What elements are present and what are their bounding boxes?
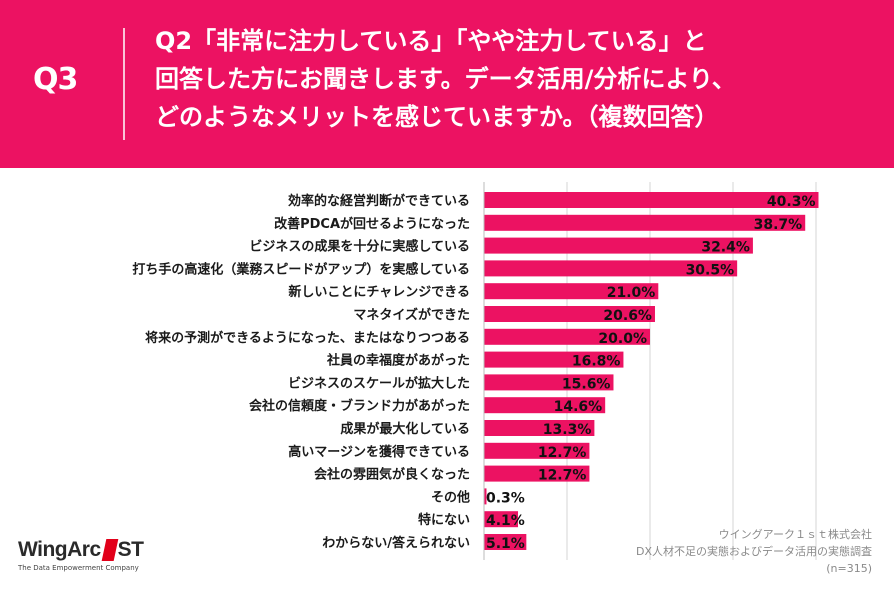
value-label: 30.5% (686, 262, 735, 278)
question-line: 回答した方にお聞きします。データ活用/分析により、 (155, 65, 736, 93)
bar (484, 283, 659, 300)
category-label: 特にない (418, 512, 470, 528)
value-label: 20.6% (603, 308, 652, 324)
value-label: 0.3% (486, 490, 525, 506)
bar (484, 306, 655, 322)
category-label: 会社の信頼度・ブランド力があがった (249, 398, 470, 414)
chart-panel: 効率的な経営判断ができている 40.3% 改善PDCAが回せるようになった 38.7%… (0, 168, 894, 594)
value-label: 38.7% (754, 217, 803, 233)
category-label: ビジネスのスケールが拡大した (288, 375, 470, 391)
bar (484, 488, 487, 505)
header-divider (123, 28, 125, 140)
category-label: 将来の予測ができるようになった、またはなりつつある (145, 330, 470, 346)
source-company: ウイングアーク１ｓｔ株式会社 (718, 528, 872, 541)
category-label: マネタイズができた (353, 307, 470, 323)
question-line: どのようなメリットを感じていますか。（複数回答） (155, 103, 719, 131)
bar (484, 328, 650, 345)
bar (484, 260, 738, 277)
category-label: 成果が最大化している (340, 421, 470, 437)
value-label: 5.1% (486, 536, 525, 552)
bar (484, 420, 595, 436)
question-header: Q3 Q2「非常に注力している」「やや注力している」と 回答した方にお聞きします… (0, 0, 894, 168)
logo-tagline: The Data Empowerment Company (18, 564, 139, 572)
question-line: Q2「非常に注力している」「やや注力している」と (155, 27, 707, 55)
bar-chart: 効率的な経営判断ができている 40.3% 改善PDCAが回せるようになった 38.7%… (132, 182, 819, 560)
bar (484, 534, 527, 550)
question-text: Q2「非常に注力している」「やや注力している」と 回答した方にお聞きします。デー… (155, 22, 875, 136)
bar (484, 214, 806, 231)
value-label: 40.3% (767, 194, 816, 210)
category-label: 改善PDCAが回せるようになった (274, 216, 470, 232)
category-label: 社員の幸福度があがった (326, 353, 470, 369)
source-survey: DX人材不足の実態およびデータ活用の実態調査 (635, 545, 872, 558)
category-label: 新しいことにチャレンジできる (288, 284, 470, 300)
value-label: 4.1% (486, 513, 525, 529)
source-sample-size: (n=315) (826, 562, 872, 575)
category-label: わからない/答えられない (322, 535, 470, 551)
question-number: Q3 (33, 62, 78, 97)
value-label: 16.8% (572, 354, 621, 370)
bar (484, 237, 753, 254)
logo-mark-icon (101, 539, 118, 561)
value-label: 12.7% (538, 445, 587, 461)
bar (484, 511, 519, 528)
category-label: 高いマージンを獲得できている (288, 444, 470, 460)
bar (484, 465, 590, 482)
value-label: 12.7% (538, 468, 587, 484)
bar (484, 374, 614, 391)
bar (484, 192, 819, 208)
value-label: 13.3% (543, 422, 592, 438)
category-label: 会社の雰囲気が良くなった (314, 467, 470, 483)
category-label: その他 (431, 489, 470, 505)
value-label: 21.0% (607, 285, 656, 301)
bar (484, 351, 624, 368)
source-note: ウイングアーク１ｓｔ株式会社 DX人材不足の実態およびデータ活用の実態調査 (n… (636, 526, 872, 577)
bar (484, 442, 590, 459)
value-label: 14.6% (554, 399, 603, 415)
category-label: 効率的な経営判断ができている (288, 193, 470, 209)
category-label: 打ち手の高速化（業務スピードがアップ）を実感している (132, 261, 470, 277)
value-label: 32.4% (701, 240, 750, 256)
value-label: 15.6% (562, 376, 611, 392)
logo-word-left: WingArc (18, 538, 101, 561)
category-label: ビジネスの成果を十分に実感している (249, 239, 470, 255)
wingarc-logo: WingArc ST The Data Empowerment Company (18, 538, 144, 572)
logo-word-right: ST (117, 538, 144, 561)
bar (484, 397, 606, 414)
value-label: 20.0% (598, 331, 647, 347)
